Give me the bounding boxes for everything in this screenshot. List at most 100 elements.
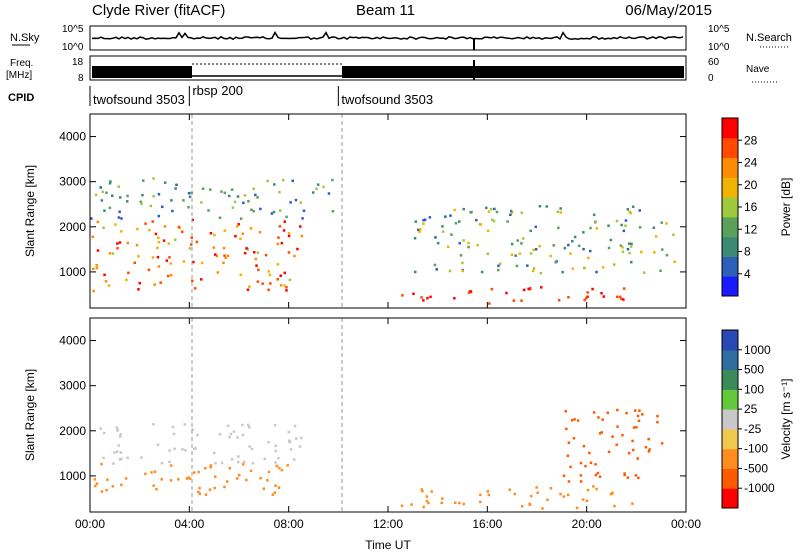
- heatmap-cell: [615, 443, 618, 446]
- velocity-colorbar-label: Velocity [m s⁻¹]: [779, 378, 793, 459]
- heatmap-cell: [436, 241, 440, 245]
- heatmap-cell: [561, 270, 564, 274]
- velocity-colorbar-frame: [721, 329, 739, 509]
- heatmap-cell: [557, 299, 561, 302]
- x-tick-label: 04:00: [174, 517, 204, 531]
- heatmap-cell: [627, 451, 631, 455]
- heatmap-cell: [552, 244, 555, 247]
- heatmap-cell: [573, 418, 576, 421]
- heatmap-cell: [527, 287, 530, 291]
- heatmap-cell: [656, 414, 659, 418]
- heatmap-cell: [104, 280, 108, 283]
- heatmap-cell: [421, 489, 424, 493]
- colorbar-swatch: [722, 118, 738, 139]
- beam-label: Beam 11: [356, 2, 415, 19]
- heatmap-cell: [595, 227, 599, 230]
- nsky-strip: N.Sky 10^5 10^0 10^5 10^0 N.Search: [10, 24, 792, 53]
- heatmap-cell: [241, 433, 245, 437]
- heatmap-cell: [414, 220, 417, 223]
- heatmap-cell: [576, 419, 580, 422]
- heatmap-cell: [541, 507, 544, 510]
- heatmap-cell: [618, 295, 622, 299]
- cpid-segment-label: twofsound 3503: [93, 92, 185, 107]
- heatmap-cell: [168, 256, 171, 259]
- heatmap-cell: [648, 448, 651, 451]
- heatmap-cell: [623, 473, 626, 477]
- colorbar-swatch: [722, 468, 738, 489]
- heatmap-cell: [567, 296, 570, 299]
- heatmap-cell: [435, 268, 438, 271]
- heatmap-cell: [222, 246, 226, 250]
- heatmap-cell: [509, 213, 512, 216]
- heatmap-cell: [226, 480, 229, 483]
- heatmap-cell: [430, 490, 433, 493]
- station-title: Clyde River (fitACF): [92, 2, 225, 19]
- heatmap-cell: [453, 297, 456, 300]
- heatmap-cell: [598, 432, 602, 435]
- heatmap-cell: [441, 497, 444, 500]
- heatmap-cell: [631, 439, 634, 443]
- power-plot-bg: [90, 114, 686, 308]
- heatmap-cell: [259, 476, 262, 480]
- heatmap-cell: [636, 414, 640, 418]
- heatmap-cell: [673, 260, 676, 263]
- heatmap-cell: [209, 232, 213, 235]
- heatmap-cell: [283, 284, 286, 287]
- y-tick-label: 3000: [59, 175, 86, 189]
- colorbar-tick-label: -100: [744, 442, 768, 456]
- heatmap-cell: [185, 477, 189, 480]
- heatmap-cell: [192, 260, 195, 264]
- heatmap-cell: [589, 461, 593, 465]
- colorbar-swatch: [722, 389, 738, 410]
- heatmap-cell: [414, 270, 417, 274]
- colorbar-swatch: [722, 488, 738, 509]
- heatmap-cell: [105, 488, 108, 492]
- heatmap-cell: [152, 195, 155, 198]
- heatmap-cell: [200, 278, 203, 281]
- heatmap-cell: [267, 270, 271, 273]
- heatmap-cell: [142, 179, 145, 182]
- heatmap-cell: [120, 457, 123, 461]
- heatmap-cell: [636, 457, 639, 460]
- heatmap-cell: [282, 178, 285, 182]
- heatmap-cell: [285, 286, 288, 289]
- heatmap-cell: [601, 418, 604, 421]
- heatmap-cell: [108, 182, 112, 185]
- heatmap-cell: [529, 252, 533, 255]
- heatmap-cell: [586, 291, 589, 294]
- heatmap-cell: [467, 291, 471, 294]
- heatmap-cell: [467, 245, 470, 249]
- heatmap-cell: [322, 185, 325, 189]
- heatmap-cell: [258, 231, 262, 234]
- heatmap-cell: [479, 223, 483, 226]
- heatmap-cell: [515, 264, 519, 268]
- heatmap-cell: [248, 426, 251, 429]
- heatmap-cell: [243, 194, 247, 197]
- heatmap-cell: [137, 255, 140, 258]
- heatmap-cell: [491, 218, 494, 221]
- colorbar-swatch: [722, 236, 738, 257]
- freq-label-2: [MHz]: [6, 70, 32, 81]
- heatmap-cell: [172, 432, 176, 436]
- heatmap-cell: [278, 466, 281, 470]
- heatmap-cell: [653, 251, 656, 254]
- heatmap-cell: [513, 492, 517, 496]
- x-tick-label: 00:00: [671, 517, 701, 531]
- heatmap-cell: [579, 461, 583, 465]
- heatmap-cell: [111, 485, 115, 488]
- heatmap-cell: [620, 297, 623, 300]
- heatmap-cell: [120, 230, 123, 233]
- heatmap-cell: [586, 295, 589, 298]
- nave-tick-top: 60: [708, 57, 720, 68]
- heatmap-cell: [626, 476, 630, 479]
- heatmap-cell: [95, 264, 98, 267]
- colorbar-swatch: [722, 330, 738, 351]
- heatmap-cell: [641, 413, 644, 416]
- y-tick-label: 4000: [59, 130, 86, 144]
- heatmap-cell: [234, 235, 237, 238]
- heatmap-cell: [209, 464, 213, 467]
- heatmap-cell: [571, 267, 575, 270]
- velocity-x-ticks: 00:00 04:00 08:00 12:00 16:00 20:00 00:00: [75, 318, 701, 531]
- heatmap-cell: [91, 235, 94, 239]
- heatmap-cell: [223, 485, 226, 489]
